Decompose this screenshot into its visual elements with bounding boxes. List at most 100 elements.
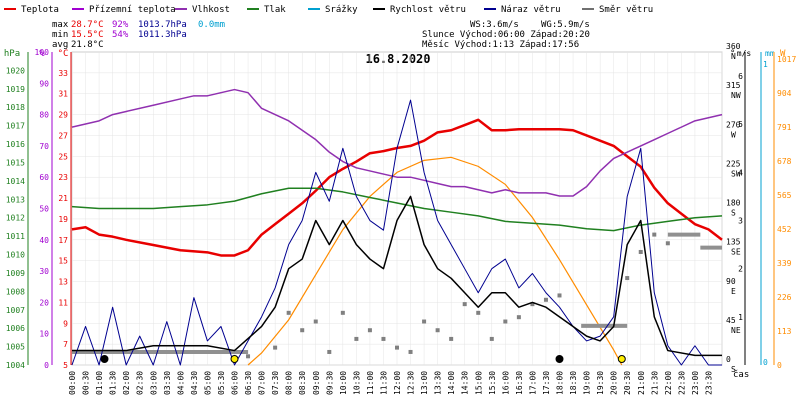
series-rychlost-v-tru <box>72 195 722 357</box>
axis-label: m/s <box>737 49 752 58</box>
wind-direction-point <box>489 336 494 341</box>
tick-label: 70 <box>39 142 49 151</box>
x-tick-label: 15:00 <box>474 371 483 395</box>
tick-label: 113 <box>777 327 792 336</box>
x-tick-label: 13:30 <box>434 371 443 395</box>
axis-label: W <box>780 49 786 59</box>
tick-label: 9 <box>63 319 68 328</box>
moonrise-marker <box>100 355 109 363</box>
stat-min-label: min <box>52 30 68 40</box>
x-tick-label: 21:00 <box>637 371 646 395</box>
tick-label: SE <box>731 248 741 257</box>
x-tick-label: 23:30 <box>704 371 713 395</box>
wind-direction-point <box>516 315 521 320</box>
legend-item: Směr větru <box>599 5 653 15</box>
wind-direction-point <box>462 302 467 307</box>
tick-label: S <box>731 365 736 374</box>
tick-label: 565 <box>777 191 792 200</box>
x-tick-label: 15:30 <box>488 371 497 395</box>
tick-label: 17 <box>58 236 68 245</box>
wind-direction-point <box>408 349 413 354</box>
tick-label: 0 <box>726 355 731 364</box>
x-tick-label: 05:00 <box>203 371 212 395</box>
tick-label: 1008 <box>6 287 25 296</box>
stat-sun: Slunce Východ:06:00 Západ:20:20 <box>422 30 590 40</box>
x-tick-label: 14:30 <box>461 371 470 395</box>
x-tick-label: 16:30 <box>515 371 524 395</box>
legend-item: Přízemní teplota <box>89 5 176 15</box>
tick-label: 7 <box>63 340 68 349</box>
legend-item: Náraz větru <box>501 5 561 15</box>
tick-label: 27 <box>58 131 68 140</box>
x-tick-label: 02:30 <box>136 371 145 395</box>
tick-label: 315 <box>726 81 741 90</box>
tick-label: 0 <box>44 361 49 370</box>
tick-label: 5 <box>63 361 68 370</box>
stat-max-label: max <box>52 20 69 30</box>
stat-moon: Měsíc Východ:1:13 Západ:17:56 <box>422 40 579 50</box>
tick-label: 1004 <box>6 361 25 370</box>
tick-label: 1006 <box>6 324 25 333</box>
tick-label: 11 <box>58 298 68 307</box>
stat-max-pressure: 1013.7hPa <box>138 20 187 30</box>
tick-label: 180 <box>726 199 741 208</box>
series-solar <box>247 156 623 366</box>
wind-direction-point <box>665 241 670 246</box>
x-tick-label: 12:00 <box>393 371 402 395</box>
tick-label: 678 <box>777 157 792 166</box>
tick-label: N <box>731 52 736 61</box>
tick-label: 2 <box>738 265 743 274</box>
wind-direction-point <box>313 319 318 324</box>
x-tick-label: 17:30 <box>542 371 551 395</box>
axes: hPa1004100510061007100810091010101110121… <box>4 42 797 374</box>
x-tick-label: 10:00 <box>339 371 348 395</box>
axis-label: °C <box>58 49 69 59</box>
wind-direction-point <box>652 232 657 237</box>
tick-label: 135 <box>726 238 741 247</box>
legend-item: Tlak <box>264 5 286 15</box>
tick-label: E <box>731 287 736 296</box>
wind-direction-point <box>340 310 345 315</box>
x-tick-label: 21:30 <box>650 371 659 395</box>
tick-label: 5 <box>738 120 743 129</box>
axis-label: mm <box>765 49 775 58</box>
tick-label: 225 <box>726 159 741 168</box>
legend-item: Srážky <box>325 5 358 15</box>
tick-label: 1 <box>763 60 768 69</box>
x-tick-label: 11:00 <box>366 371 375 395</box>
x-tick-label: 18:00 <box>556 371 565 395</box>
stat-avg-label: avg <box>52 40 68 50</box>
x-tick-label: 10:30 <box>352 371 361 395</box>
wind-direction-point <box>354 336 359 341</box>
wind-direction-point <box>449 336 454 341</box>
tick-label: 3 <box>738 217 743 226</box>
tick-label: 19 <box>58 215 68 224</box>
tick-label: 1016 <box>6 140 25 149</box>
x-tick-label: 18:30 <box>569 371 578 395</box>
stat-min-temp: 15.5°C <box>71 30 104 40</box>
tick-label: W <box>731 130 736 139</box>
tick-label: S <box>731 209 736 218</box>
tick-label: 45 <box>726 316 736 325</box>
tick-label: 25 <box>58 152 68 161</box>
tick-label: 226 <box>777 293 792 302</box>
x-tick-label: 05:30 <box>217 371 226 395</box>
series-n-raz-v-tru <box>71 99 722 366</box>
tick-label: 31 <box>58 90 68 99</box>
x-tick-label: 06:00 <box>231 371 240 395</box>
tick-label: 1018 <box>6 103 25 112</box>
x-tick-label: 19:30 <box>596 371 605 395</box>
tick-label: 360 <box>726 42 741 51</box>
wind-direction-point <box>367 328 372 333</box>
tick-label: 13 <box>58 278 68 287</box>
tick-label: 1 <box>738 313 743 322</box>
x-tick-label: 07:30 <box>271 371 280 395</box>
grid <box>71 51 723 366</box>
stat-wind-gust: WG:5.9m/s <box>541 20 590 30</box>
wind-direction-point <box>300 328 305 333</box>
wind-direction-point <box>503 319 508 324</box>
x-tick-label: 03:00 <box>149 371 158 395</box>
wind-direction-point <box>543 297 548 302</box>
x-tick-label: 01:30 <box>109 371 118 395</box>
